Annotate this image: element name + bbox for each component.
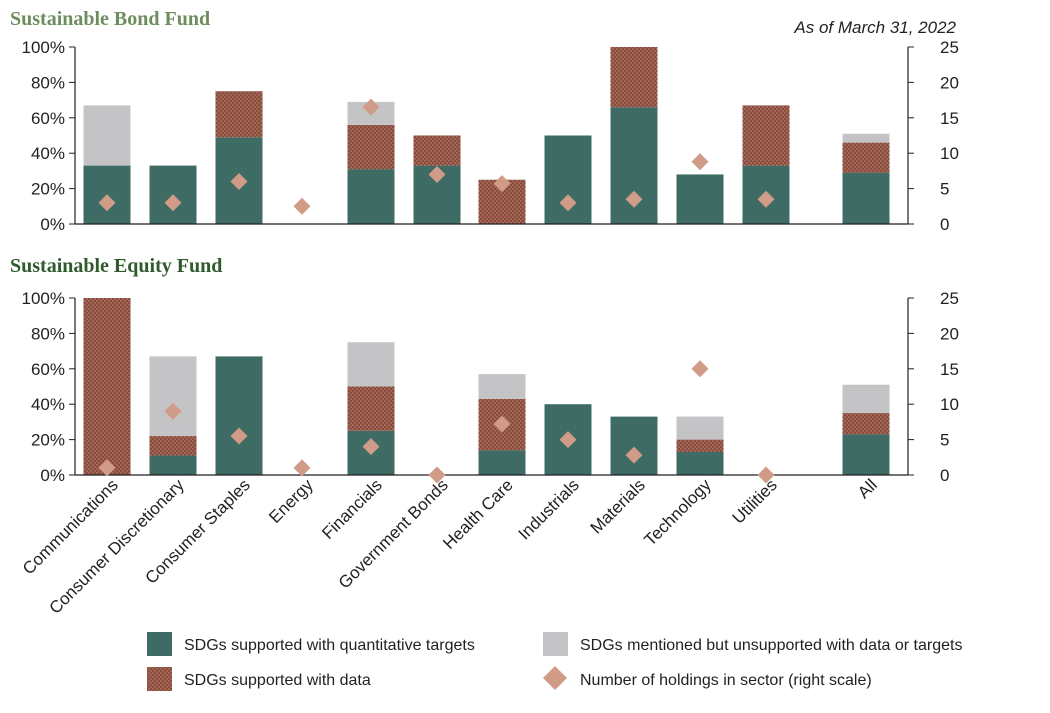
y2-tick-label: 20	[940, 324, 959, 343]
bond-fund-panel: 0% 20% 40% 60% 80% 100% 0 5 10 15 20 25	[22, 38, 959, 234]
legend-label-data: SDGs supported with data	[184, 672, 371, 689]
holdings-marker-1-4	[362, 438, 380, 456]
bar-0-10-s1	[742, 105, 790, 166]
bar-1-9-s2	[676, 416, 724, 440]
legend-swatch-quant	[147, 632, 172, 656]
y2-tick-label: 15	[940, 360, 959, 379]
bar-1-1-s1	[149, 436, 197, 456]
holdings-marker-1-0	[98, 459, 116, 477]
holdings-marker-0-4	[362, 98, 380, 116]
bar-0-0-s2	[83, 105, 131, 166]
bar-1-9-s1	[676, 439, 724, 452]
y2-tick-label: 10	[940, 144, 959, 163]
y2-tick-label: 0	[940, 466, 949, 485]
bar-1-6-s2	[478, 374, 526, 399]
holdings-marker-0-3	[293, 197, 311, 215]
as-of-date: As of March 31, 2022	[793, 18, 956, 37]
category-label: Government Bonds	[335, 475, 452, 592]
holdings-marker-1-8	[625, 446, 643, 464]
y-tick-label: 20%	[31, 431, 65, 450]
legend-swatch-gray	[543, 632, 568, 656]
y2-tick-label: 5	[940, 431, 949, 450]
bar-1-11-s0	[842, 434, 890, 475]
y-tick-label: 60%	[31, 360, 65, 379]
y2-tick-label: 25	[940, 289, 959, 308]
bar-1-4-s2	[347, 342, 395, 387]
holdings-marker-1-3	[293, 459, 311, 477]
category-label: Technology	[641, 475, 716, 550]
y-tick-label: 80%	[31, 73, 65, 92]
category-label: Health Care	[439, 475, 517, 553]
holdings-marker-0-2	[230, 173, 248, 191]
holdings-marker-0-5	[428, 165, 446, 183]
y2-tick-label: 0	[940, 215, 949, 234]
y-tick-label: 0%	[40, 466, 65, 485]
bar-0-11-s1	[842, 142, 890, 173]
holdings-marker-0-7	[559, 194, 577, 212]
holdings-marker-0-6	[493, 175, 511, 193]
legend-label-holdings: Number of holdings in sector (right scal…	[580, 672, 872, 689]
legend-label-gray: SDGs mentioned but unsupported with data…	[580, 637, 962, 654]
y-tick-label: 40%	[31, 144, 65, 163]
bar-0-8-s1	[610, 47, 658, 108]
bar-0-4-s0	[347, 169, 395, 224]
bar-1-4-s1	[347, 386, 395, 431]
bar-1-2-s0	[215, 356, 263, 475]
y2-tick-label: 20	[940, 73, 959, 92]
category-label: All	[854, 475, 881, 502]
holdings-marker-1-10	[757, 466, 775, 484]
y2-tick-label: 25	[940, 38, 959, 57]
category-label: Consumer Discretionary	[45, 475, 188, 618]
bar-0-9-s0	[676, 174, 724, 224]
bar-0-2-s1	[215, 91, 263, 138]
y2-tick-label: 10	[940, 395, 959, 414]
bar-1-1-s2	[149, 356, 197, 437]
bar-1-9-s0	[676, 451, 724, 475]
equity-fund-panel: 0% 20% 40% 60% 80% 100% 0 5 10 15 20 25	[22, 289, 959, 485]
bar-0-4-s1	[347, 124, 395, 170]
bar-1-6-s0	[478, 450, 526, 475]
legend: SDGs supported with quantitative targets…	[147, 632, 962, 691]
holdings-marker-1-6	[493, 415, 511, 433]
holdings-marker-1-9	[691, 360, 709, 378]
holdings-marker-0-9	[691, 153, 709, 171]
y-tick-label: 100%	[22, 289, 65, 308]
y-tick-label: 0%	[40, 215, 65, 234]
holdings-marker-1-5	[428, 466, 446, 484]
y-tick-label: 80%	[31, 324, 65, 343]
category-label: Utilities	[729, 475, 781, 527]
y2-tick-label: 5	[940, 180, 949, 199]
holdings-marker-1-1	[164, 402, 182, 420]
bar-0-11-s2	[842, 133, 890, 143]
bar-1-11-s1	[842, 413, 890, 435]
holdings-marker-0-0	[98, 194, 116, 212]
holdings-marker-1-2	[230, 427, 248, 445]
legend-swatch-data	[147, 667, 172, 691]
bar-0-11-s0	[842, 172, 890, 224]
equity-fund-title: Sustainable Equity Fund	[10, 255, 222, 277]
holdings-marker-0-10	[757, 190, 775, 208]
bar-1-8-s0	[610, 416, 658, 475]
holdings-marker-1-7	[559, 431, 577, 449]
y-tick-label: 60%	[31, 109, 65, 128]
bar-1-11-s2	[842, 384, 890, 414]
category-label: Industrials	[515, 475, 583, 543]
y-tick-label: 20%	[31, 180, 65, 199]
legend-label-quant: SDGs supported with quantitative targets	[184, 637, 475, 654]
category-label: Energy	[265, 475, 317, 527]
y-tick-label: 100%	[22, 38, 65, 57]
y2-tick-label: 15	[940, 109, 959, 128]
bar-1-0-s1	[83, 298, 131, 475]
legend-diamond-icon	[543, 666, 567, 690]
y-tick-label: 40%	[31, 395, 65, 414]
bar-0-5-s1	[413, 135, 461, 166]
bond-fund-title: Sustainable Bond Fund	[10, 8, 210, 30]
holdings-marker-0-1	[164, 194, 182, 212]
holdings-marker-0-8	[625, 190, 643, 208]
category-label: Materials	[587, 475, 649, 537]
bar-1-1-s0	[149, 455, 197, 475]
category-label: Financials	[318, 475, 386, 543]
